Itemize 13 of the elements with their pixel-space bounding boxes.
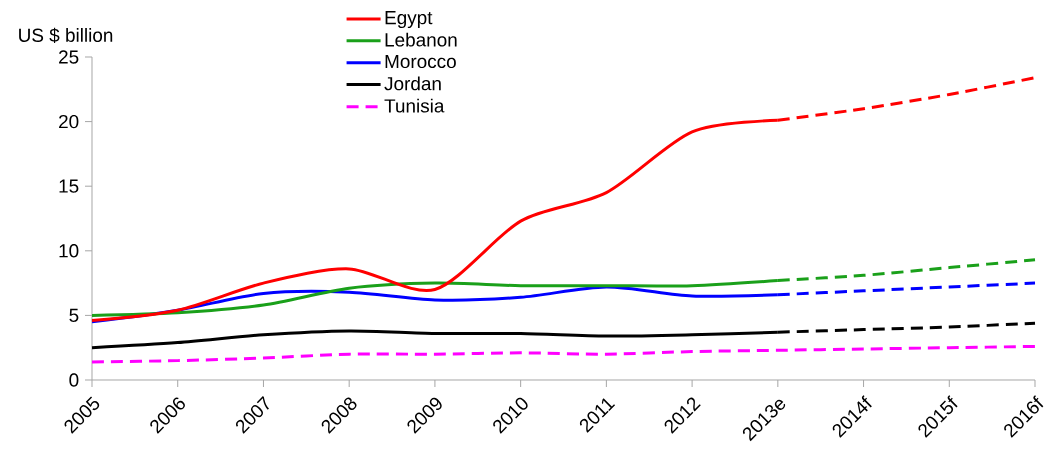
legend-label: Jordan: [384, 76, 441, 91]
y-tick-label: 5: [69, 308, 79, 323]
legend-label: Egypt: [385, 11, 433, 29]
y-axis-title: US $ billion: [19, 27, 113, 44]
y-tick-label: 25: [59, 50, 79, 64]
y-tick-label: 15: [59, 179, 79, 193]
legend-label: Lebanon: [385, 32, 457, 47]
line-series: [90, 344, 1037, 364]
legend-label: Tunisia: [384, 98, 445, 113]
y-tick-label: 10: [59, 244, 79, 258]
y-tick-label: 0: [69, 373, 79, 387]
legend-label: Morocco: [385, 54, 456, 69]
y-tick-label: 20: [59, 114, 79, 129]
